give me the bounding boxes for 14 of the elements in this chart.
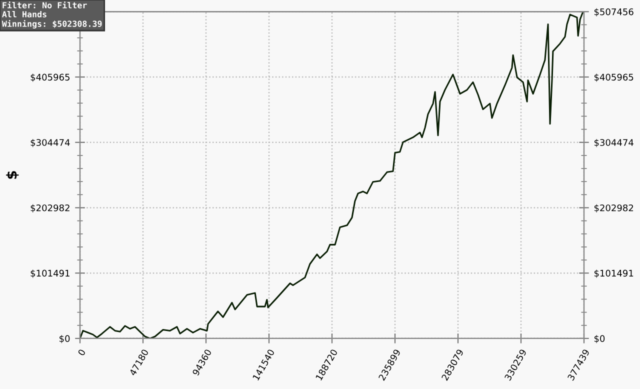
annotation: Filter: No Filter All Hands Winnings: $502308.39 <box>2 2 102 29</box>
y2-tick-label: $405965 <box>594 74 634 82</box>
y-tick-label: $405965 <box>30 74 70 82</box>
y-tick-label: $304474 <box>30 138 70 148</box>
y2-tick-label: $101491 <box>594 270 634 278</box>
y2-tick-label: $202982 <box>594 204 634 212</box>
x-tick-label: 0 <box>78 348 86 356</box>
y-axis-title: $ <box>6 171 19 179</box>
y2-tick-label: $304474 <box>594 138 634 148</box>
y-tick-label: $0 <box>60 335 70 344</box>
y2-tick-label: $0 <box>594 335 605 344</box>
y2-tick-label: $507456 <box>594 8 634 16</box>
y-tick-label: $101491 <box>30 270 70 278</box>
y-tick-label: $202982 <box>30 204 70 212</box>
